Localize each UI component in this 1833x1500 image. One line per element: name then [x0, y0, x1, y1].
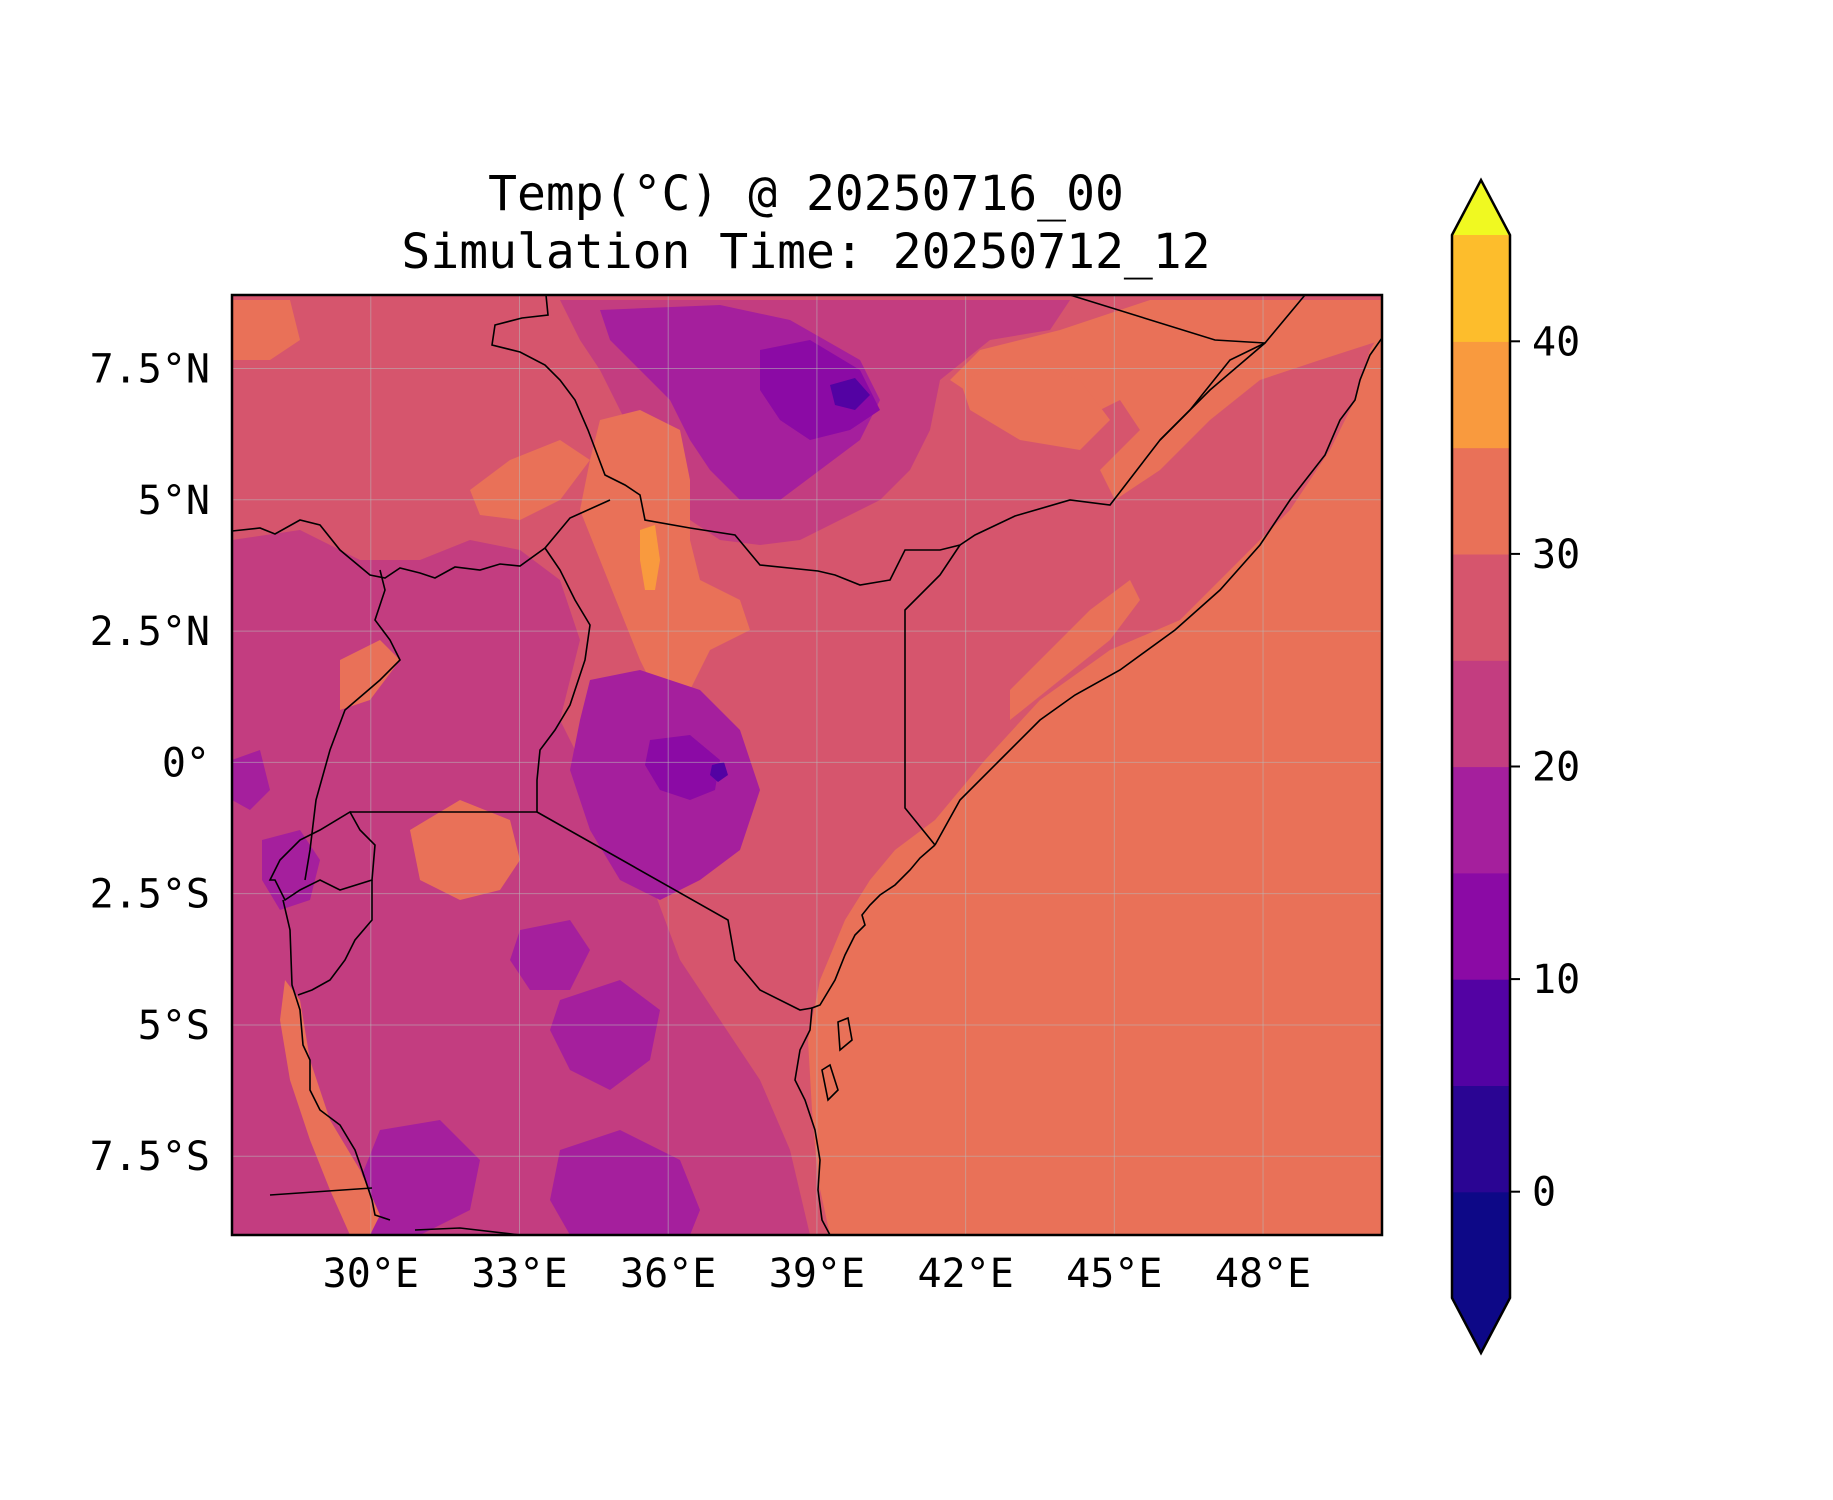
- field-ethiopia-peak: [830, 378, 870, 410]
- colorbar-band: [1452, 553, 1510, 661]
- field-ethiopia-highlands-colder: [760, 340, 880, 440]
- colorbar-tick-label: 30: [1532, 532, 1580, 578]
- colorbar-tick-label: 10: [1532, 957, 1580, 1003]
- y-axis-ticks: 7.5°N 5°N 2.5°N 0° 2.5°S 5°S 7.5°S: [90, 347, 210, 1181]
- border-ethiopia-somaliland: [1069, 295, 1266, 344]
- field-kenya-peak: [710, 762, 728, 782]
- colorbar-extend-high: [1452, 180, 1510, 235]
- colorbar-outline: [1450, 177, 1512, 1356]
- field-somalia-warm-ridge: [1010, 580, 1140, 720]
- field-rwanda-cold: [262, 830, 320, 910]
- colorbar-band: [1452, 341, 1510, 449]
- border-sudan-ethiopia: [491, 295, 1306, 586]
- graticule: [232, 295, 1382, 1235]
- field-turkana-hotspot: [640, 525, 660, 590]
- y-tick-label: 2.5°S: [90, 872, 210, 918]
- field-albertine-rift: [280, 980, 380, 1235]
- x-tick-label: 33°E: [471, 1251, 567, 1297]
- x-tick-label: 30°E: [323, 1251, 419, 1297]
- colorbar-tick-label: 40: [1532, 319, 1580, 365]
- field-tanzania-cool-4: [510, 920, 590, 990]
- border-kenya-tanzania: [536, 811, 813, 1011]
- country-borders: [232, 295, 1382, 1235]
- colorbar-band: [1452, 979, 1510, 1086]
- x-tick-label: 45°E: [1066, 1251, 1162, 1297]
- field-northwest-warm: [232, 300, 300, 360]
- temperature-map: [232, 295, 1382, 1235]
- border-lake-tanganyika-east: [282, 899, 391, 1221]
- colorbar-band: [1452, 447, 1510, 555]
- field-northeast-warm-patch: [960, 360, 1110, 450]
- field-tanzania-cool-2: [360, 1120, 480, 1235]
- border-tanzania-mozambique: [414, 1227, 521, 1235]
- border-tanzania-zambia: [269, 1187, 373, 1196]
- x-tick-label: 48°E: [1215, 1251, 1311, 1297]
- border-burundi-tanzania: [297, 880, 373, 996]
- coastline-pemba: [821, 1063, 839, 1102]
- plot-frame: [230, 293, 1384, 1237]
- colorbar: 0 10 20 30 40: [1450, 177, 1580, 1356]
- border-ethiopia-somalia-ogaden: [1159, 342, 1266, 441]
- field-indian-ocean: [808, 295, 1382, 1235]
- colorbar-band: [1452, 872, 1510, 980]
- coastline-zanzibar: [837, 1016, 853, 1052]
- x-tick-label: 36°E: [620, 1251, 716, 1297]
- title-line-1: Temp(°C) @ 20250716_00: [488, 166, 1124, 222]
- coastline-east-africa: [794, 844, 936, 1235]
- y-tick-label: 0°: [162, 740, 210, 786]
- colorbar-band: [1452, 766, 1510, 874]
- field-somalia-warm-north: [950, 300, 1382, 500]
- y-tick-label: 5°N: [138, 478, 210, 524]
- x-tick-label: 39°E: [769, 1251, 865, 1297]
- colorbar-band: [1452, 1085, 1510, 1193]
- title-line-2: Simulation Time: 20250712_12: [401, 224, 1210, 280]
- colorbar-band: [1452, 235, 1510, 342]
- field-kenya-highlands-cold: [645, 735, 720, 800]
- colorbar-tick-label: 20: [1532, 745, 1580, 791]
- colorbar-extend-low: [1452, 1298, 1510, 1353]
- field-west-cold: [232, 750, 270, 810]
- border-uganda-drc: [304, 569, 401, 881]
- field-uganda-drc-cool: [232, 530, 810, 1235]
- y-tick-label: 5°S: [138, 1003, 210, 1049]
- coastline-somalia: [934, 337, 1382, 846]
- field-turkana-warm: [580, 410, 750, 720]
- field-albertine-rift-north: [340, 640, 400, 710]
- colorbar-band: [1452, 660, 1510, 768]
- y-tick-label: 7.5°S: [90, 1134, 210, 1180]
- border-rwanda-burundi: [268, 810, 376, 902]
- field-lake-victoria: [410, 800, 520, 900]
- border-uganda-kenya: [536, 547, 591, 812]
- x-axis-ticks: 30°E 33°E 36°E 39°E 42°E 45°E 48°E: [323, 1251, 1312, 1297]
- border-sudan-south-sudan: [232, 499, 611, 579]
- y-tick-label: 7.5°N: [90, 347, 210, 393]
- y-tick-label: 2.5°N: [90, 609, 210, 655]
- field-tanzania-cool-1: [550, 980, 660, 1090]
- x-tick-label: 42°E: [917, 1251, 1013, 1297]
- colorbar-band: [1452, 1191, 1510, 1299]
- border-kenya-somalia: [904, 544, 961, 846]
- colorbar-tick-label: 0: [1532, 1170, 1556, 1216]
